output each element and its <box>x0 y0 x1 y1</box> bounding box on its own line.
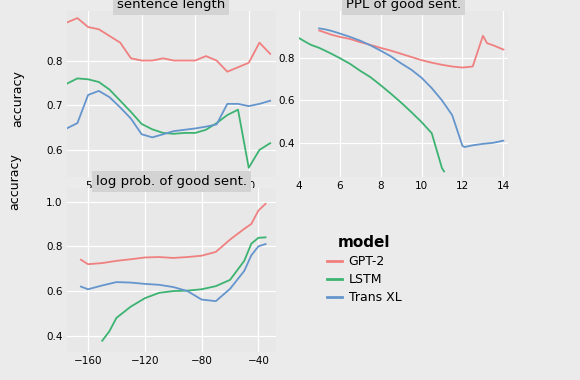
Title: sentence length: sentence length <box>117 0 225 11</box>
Text: accuracy: accuracy <box>11 70 24 127</box>
Title: log prob. of good sent.: log prob. of good sent. <box>96 175 246 188</box>
Title: PPL of good sent.: PPL of good sent. <box>346 0 461 11</box>
Text: accuracy: accuracy <box>8 154 21 211</box>
Legend: GPT-2, LSTM, Trans XL: GPT-2, LSTM, Trans XL <box>322 230 407 309</box>
